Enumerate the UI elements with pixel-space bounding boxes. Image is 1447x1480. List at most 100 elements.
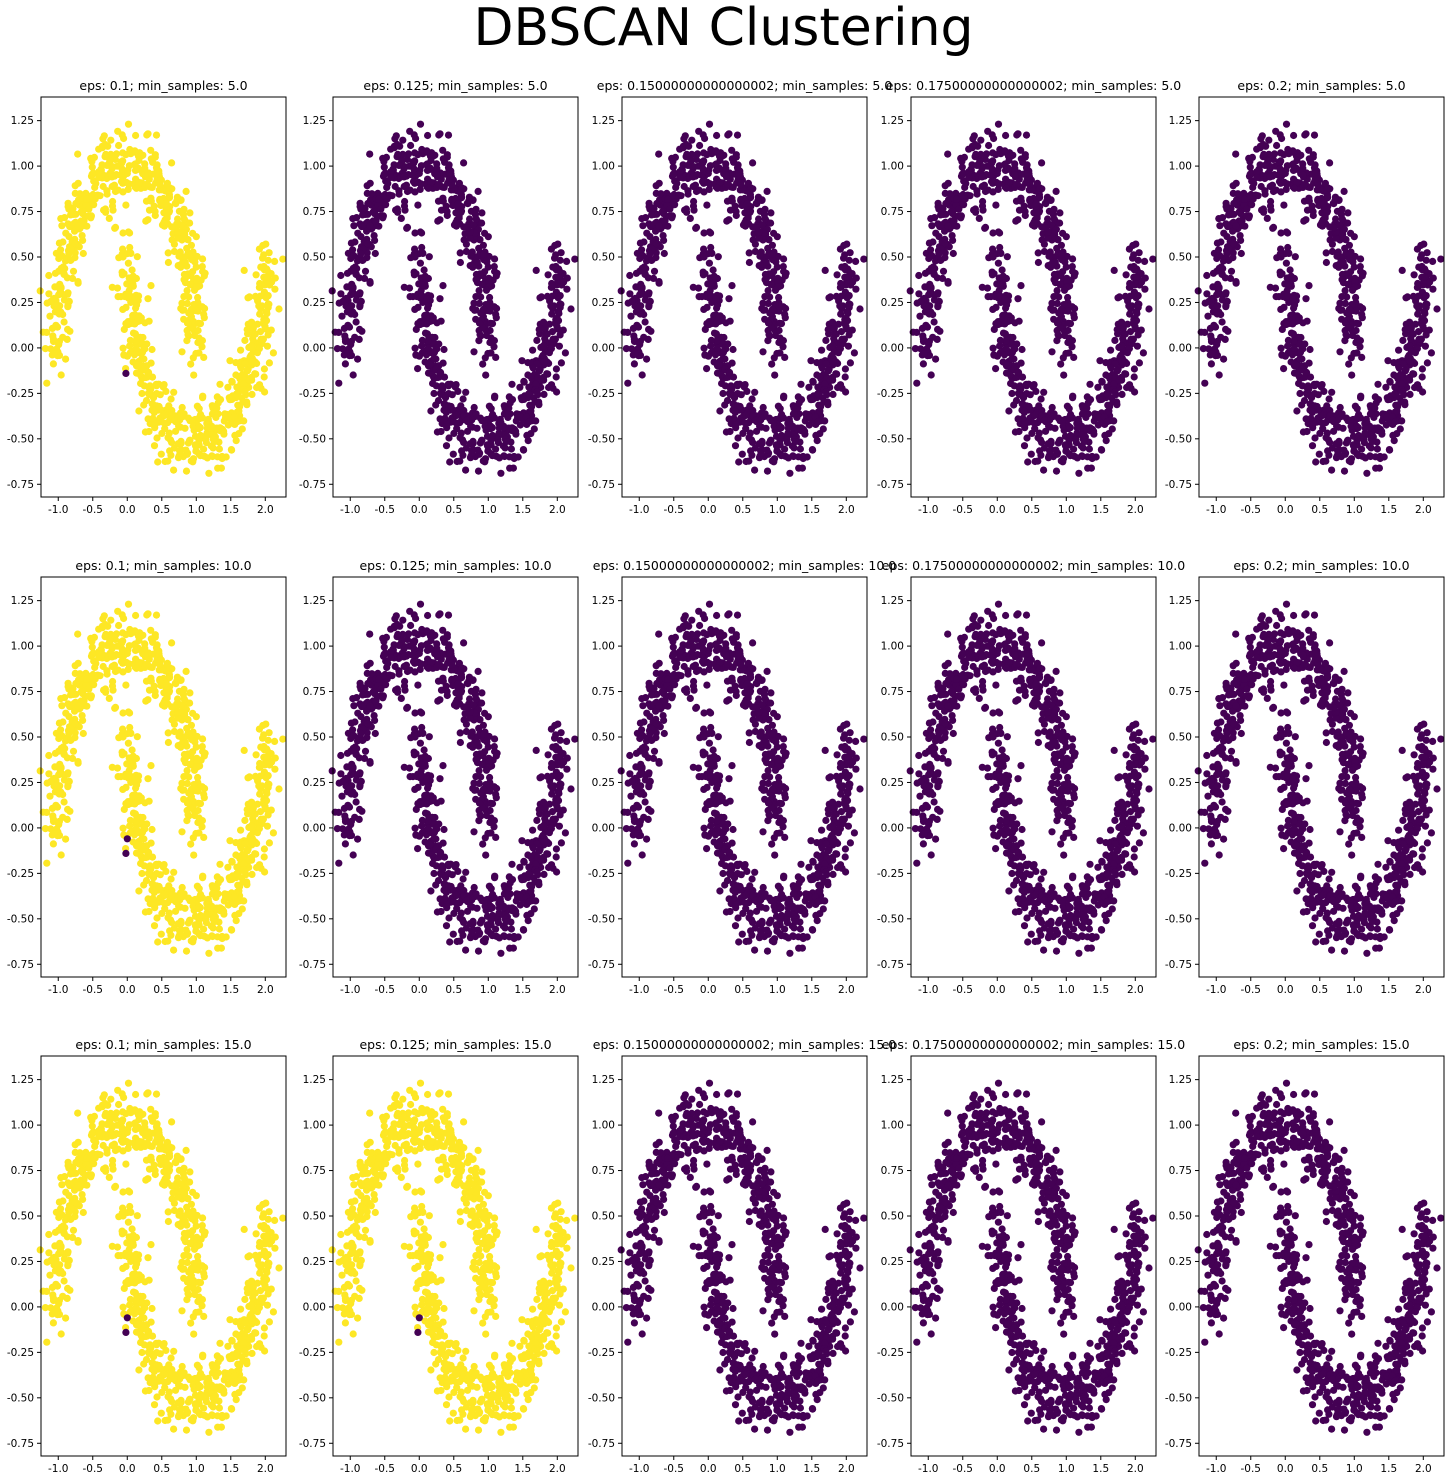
data-point	[1356, 337, 1364, 345]
data-point	[439, 359, 447, 367]
data-point	[1310, 164, 1319, 172]
data-point	[1068, 337, 1076, 345]
data-point	[650, 267, 659, 275]
data-point	[165, 193, 173, 201]
data-point	[1001, 147, 1009, 155]
data-point	[1340, 446, 1348, 454]
y-tick-label: 0.25	[881, 297, 904, 309]
data-point	[705, 120, 714, 128]
data-point	[1064, 293, 1072, 302]
data-point	[645, 325, 653, 333]
data-point	[220, 430, 228, 438]
data-point	[414, 365, 422, 373]
data-point	[216, 380, 224, 388]
data-point	[1309, 211, 1317, 220]
data-point	[965, 145, 973, 153]
data-point	[850, 349, 859, 357]
y-tick-label: -0.50	[7, 433, 34, 445]
x-tick-label: 2.0	[549, 504, 566, 516]
data-point	[157, 450, 165, 458]
data-point	[1238, 217, 1246, 225]
data-point	[76, 190, 84, 198]
data-point	[1340, 187, 1348, 195]
data-point	[841, 373, 849, 381]
data-point	[1276, 271, 1284, 279]
data-point	[1222, 303, 1230, 311]
data-point	[1092, 453, 1100, 461]
data-point	[617, 287, 625, 295]
data-point	[172, 427, 180, 435]
data-point	[132, 184, 140, 192]
data-point	[356, 325, 364, 333]
data-point	[64, 325, 72, 333]
data-point	[1194, 287, 1202, 295]
data-point	[1003, 253, 1011, 261]
data-point	[1323, 402, 1331, 410]
data-point	[43, 379, 51, 387]
data-point	[1015, 317, 1023, 325]
data-point	[932, 355, 940, 363]
data-point	[994, 320, 1003, 328]
data-point	[779, 343, 787, 351]
data-point	[1075, 469, 1083, 477]
data-point	[478, 209, 486, 217]
data-point	[920, 350, 928, 358]
data-point	[1008, 389, 1016, 398]
data-point	[1386, 446, 1394, 454]
data-point	[1277, 253, 1285, 261]
data-point	[683, 150, 691, 158]
data-point	[164, 258, 172, 267]
data-point	[1258, 132, 1266, 140]
data-point	[447, 402, 455, 411]
y-tick-label: 0.50	[592, 252, 615, 264]
data-point	[833, 271, 841, 279]
data-point	[1069, 394, 1077, 402]
data-point	[1083, 453, 1092, 461]
point-layer	[906, 120, 1157, 477]
data-point	[181, 424, 189, 432]
data-point	[36, 287, 44, 295]
data-point	[1001, 295, 1009, 303]
data-point	[1220, 229, 1228, 237]
data-point	[178, 348, 186, 356]
data-point	[458, 184, 466, 192]
data-point	[491, 267, 499, 276]
data-point	[1013, 131, 1021, 139]
data-point	[449, 450, 457, 458]
data-point	[1275, 293, 1283, 301]
data-point	[425, 253, 433, 261]
data-point	[356, 202, 364, 211]
data-point	[1011, 164, 1019, 172]
data-point	[71, 182, 79, 190]
data-point	[535, 326, 543, 334]
data-point	[350, 222, 358, 230]
data-point	[1065, 405, 1073, 413]
data-point	[979, 163, 987, 171]
data-point	[977, 136, 985, 144]
data-point	[173, 196, 181, 204]
data-point	[631, 350, 639, 358]
data-point	[133, 253, 141, 261]
y-tick-label: 0.50	[881, 252, 904, 264]
data-point	[770, 354, 778, 362]
data-point	[1282, 120, 1291, 128]
data-point	[1119, 335, 1127, 343]
data-point	[136, 371, 144, 379]
data-point	[557, 359, 566, 367]
data-point	[1040, 466, 1048, 474]
data-point	[256, 282, 265, 290]
data-point	[424, 131, 432, 140]
data-point	[268, 278, 276, 286]
data-point	[1348, 286, 1357, 294]
data-point	[486, 319, 495, 327]
data-point	[1322, 457, 1330, 465]
data-point	[1053, 337, 1061, 345]
data-point	[1001, 320, 1009, 328]
data-point	[95, 145, 103, 153]
data-point	[1328, 466, 1336, 474]
data-point	[790, 444, 798, 452]
data-point	[47, 297, 55, 306]
data-point	[691, 181, 700, 189]
data-point	[718, 379, 726, 388]
data-point	[1268, 181, 1276, 189]
